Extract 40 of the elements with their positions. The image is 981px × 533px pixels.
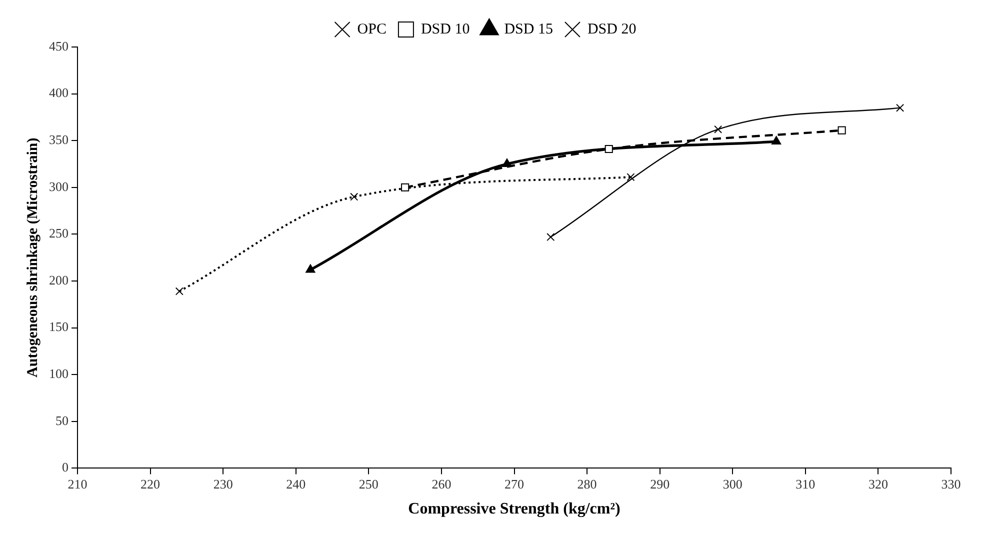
x-tick-label: 230 bbox=[213, 476, 233, 492]
x-tick-label: 260 bbox=[432, 476, 452, 492]
x-tick-label: 210 bbox=[68, 476, 88, 492]
y-tick-label: 300 bbox=[49, 178, 68, 194]
x-tick-label: 240 bbox=[286, 476, 306, 492]
point bbox=[401, 183, 410, 192]
x-tick-label: 310 bbox=[796, 476, 816, 492]
point bbox=[175, 287, 184, 296]
y-tick-label: 0 bbox=[62, 460, 68, 475]
x-tick-label: 300 bbox=[722, 476, 742, 492]
x-axis-title: Compressive Strength (kg/cm²) bbox=[408, 500, 620, 518]
point bbox=[350, 192, 358, 201]
y-tick-label: 450 bbox=[49, 38, 68, 54]
point bbox=[838, 126, 846, 134]
y-tick-label: 150 bbox=[49, 319, 68, 334]
point bbox=[306, 264, 316, 273]
y-tick-label: 100 bbox=[49, 366, 68, 382]
point bbox=[626, 173, 635, 182]
point bbox=[771, 136, 782, 145]
x-tick-label: 330 bbox=[941, 476, 961, 492]
legend-label: DSD 10 bbox=[420, 21, 470, 38]
x-tick-label: 250 bbox=[358, 476, 378, 492]
legend-label: DSD 20 bbox=[587, 21, 636, 38]
y-tick-label: 50 bbox=[56, 412, 68, 428]
legend-label: OPC bbox=[357, 21, 386, 38]
y-tick-label: 200 bbox=[49, 272, 68, 288]
x-tick-label: 270 bbox=[504, 476, 524, 492]
x-tick-label: 280 bbox=[577, 476, 597, 492]
y-tick-label: 250 bbox=[49, 226, 68, 241]
point bbox=[604, 144, 613, 154]
x-tick-label: 290 bbox=[650, 476, 670, 492]
point bbox=[896, 104, 904, 112]
point bbox=[714, 125, 722, 134]
y-axis-title: Autogeneous shrinkage (Microstrain) bbox=[24, 138, 41, 378]
y-tick-label: 350 bbox=[49, 132, 68, 148]
point bbox=[546, 232, 555, 242]
x-tick-label: 320 bbox=[868, 476, 888, 492]
legend-label: DSD 15 bbox=[504, 21, 553, 38]
y-tick-label: 400 bbox=[49, 85, 68, 100]
x-tick-label: 220 bbox=[140, 476, 160, 492]
